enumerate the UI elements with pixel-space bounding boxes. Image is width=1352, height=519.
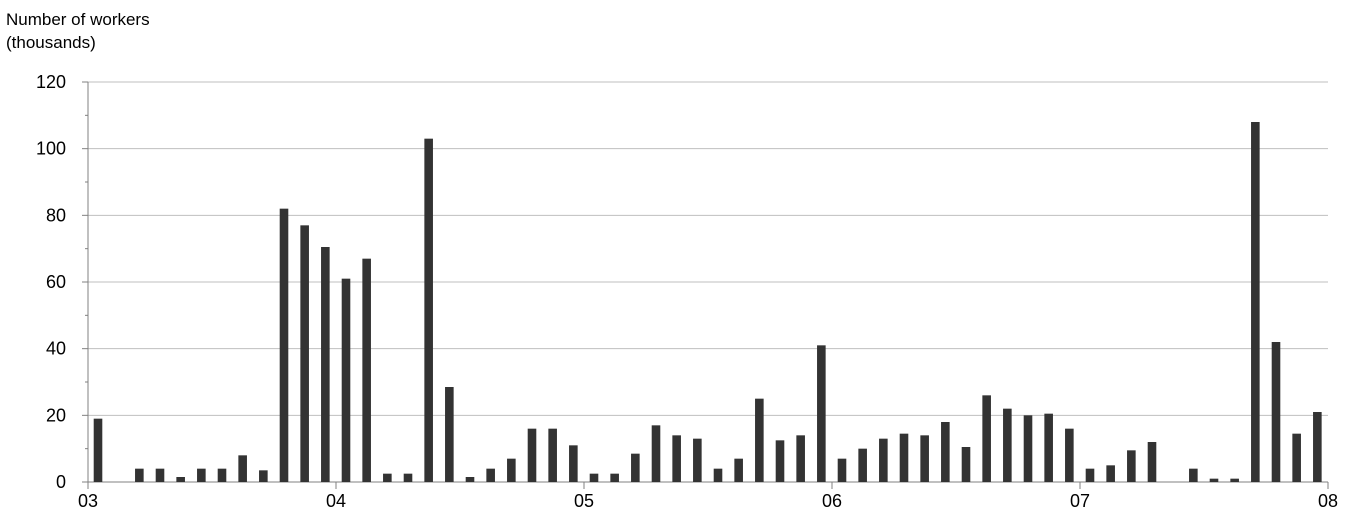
bar [135,468,144,482]
bar [734,458,743,482]
bar [465,477,475,482]
bar [1230,478,1239,482]
y-tick-label-0: 0 [56,472,66,492]
bar [775,440,785,482]
y-tick-label-40: 40 [46,339,66,359]
bar [1023,415,1033,482]
bar [403,473,413,482]
bar [93,418,103,482]
bar [548,428,557,482]
y-tick-label-20: 20 [46,405,66,425]
bar [217,468,227,482]
y-tick-label-80: 80 [46,205,66,225]
bar [321,247,330,482]
bar [300,225,309,483]
y-tick-label-120: 120 [36,72,66,92]
y-tick-label-100: 100 [36,139,66,159]
bar [507,458,516,482]
bar [817,345,826,482]
bar [755,398,764,482]
bar [176,477,185,482]
bar [899,433,909,482]
bar [858,448,867,482]
bar [1085,468,1095,482]
bar [1147,442,1157,482]
x-tick-label-08: 08 [1318,491,1338,511]
bar [155,468,165,482]
bar [1106,465,1115,482]
bar [279,208,289,482]
bar [1251,122,1260,482]
bar [672,435,681,482]
x-tick-label-06: 06 [822,491,842,511]
bar [941,422,950,482]
bar [527,428,537,482]
bar [1044,413,1053,482]
bar [362,258,371,482]
bar [693,438,702,482]
bar [920,435,929,482]
bar [424,138,433,482]
bar [259,470,268,482]
bar [1127,450,1136,482]
y-axis-title: Number of workers (thousands) [6,8,150,54]
bar [961,447,971,482]
bar [569,445,578,482]
bar [486,468,495,482]
bar [197,468,206,482]
bar [651,425,661,482]
x-tick-label-07: 07 [1070,491,1090,511]
bar [713,468,723,482]
bar [1003,408,1012,482]
bar [1065,428,1074,482]
y-tick-label-60: 60 [46,272,66,292]
bar [1313,412,1322,482]
x-tick-label-03: 03 [78,491,98,511]
bar [1292,433,1301,482]
bar [631,453,640,482]
bar [1271,342,1281,482]
x-tick-label-05: 05 [574,491,594,511]
y-axis-title-line-1: Number of workers [6,10,150,29]
x-tick-label-04: 04 [326,491,346,511]
bar [1189,468,1198,482]
bar [589,473,599,482]
bar [383,473,392,482]
bar [1209,478,1219,482]
bar [610,473,619,482]
bar [879,438,888,482]
bar [445,387,454,482]
bar [982,395,991,482]
y-axis-title-line-2: (thousands) [6,33,96,52]
bar [796,435,805,482]
bar [341,278,351,482]
bar [238,455,247,482]
bar [837,458,847,482]
